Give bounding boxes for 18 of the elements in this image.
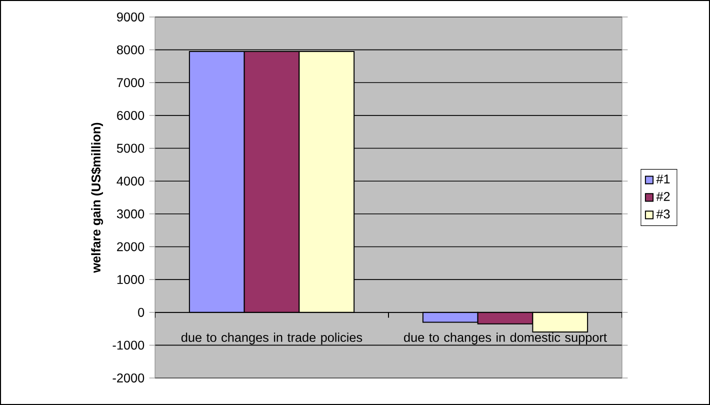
y-tick-label: 7000 — [117, 78, 144, 88]
y-tick-label: -1000 — [112, 340, 144, 350]
x-tick-label: due to changes in domestic support — [404, 332, 607, 344]
y-axis-title: welfare gain (US$million) — [90, 122, 104, 273]
y-tick-label: 2000 — [117, 242, 144, 252]
y-tick-label: 5000 — [116, 144, 144, 153]
y-tick-label: 4000 — [116, 176, 144, 186]
y-tick-label: -2000 — [112, 374, 144, 382]
y-tick-label: 3000 — [116, 209, 144, 218]
x-tick-label: due to changes in trade policies — [181, 332, 362, 344]
y-tick-label: 1000 — [117, 275, 144, 284]
legend-label: #1 — [656, 174, 670, 184]
y-tick-label: 9000 — [117, 12, 144, 22]
y-tick-label: 0 — [138, 308, 144, 317]
y-tick-label: 6000 — [117, 110, 144, 120]
legend-label: #2 — [656, 192, 670, 201]
legend-label: #3 — [656, 210, 670, 218]
y-tick-label: 8000 — [116, 45, 144, 54]
